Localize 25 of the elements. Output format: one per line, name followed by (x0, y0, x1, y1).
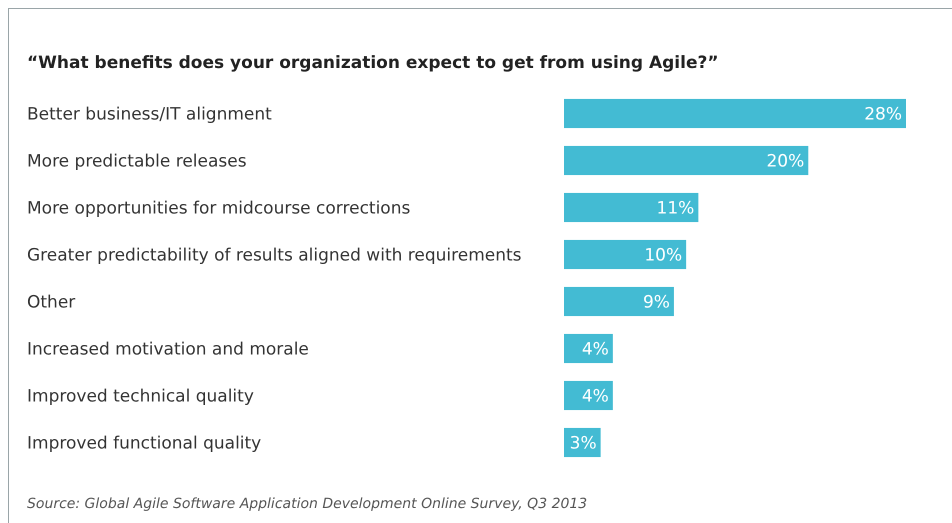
bar (564, 380, 613, 410)
y-tick-label: Improved technical quality (27, 386, 254, 406)
data-label: 3% (570, 433, 597, 454)
data-label: 9% (642, 292, 670, 312)
bar (564, 146, 808, 176)
data-label: 28% (864, 104, 902, 124)
y-tick-label: Increased motivation and morale (27, 339, 309, 360)
y-tick-label: Greater predictability of results aligned with requirements (27, 245, 522, 266)
bar (564, 240, 686, 270)
source-note: Source: Global Agile Software Application Development Online Survey, Q3 2013 (27, 496, 588, 512)
bar (564, 98, 906, 128)
bar (564, 286, 674, 316)
data-label: 20% (766, 151, 804, 172)
data-label: 11% (656, 198, 694, 218)
bar (564, 192, 698, 222)
y-tick-label: Other (27, 292, 76, 312)
data-label: 4% (582, 386, 609, 406)
y-tick-label: More predictable releases (27, 151, 247, 172)
y-tick-label: Better business/IT alignment (27, 104, 272, 124)
y-tick-label: Improved functional quality (27, 433, 262, 454)
y-tick-label: More opportunities for midcourse corrections (27, 198, 410, 218)
text: “What benefits does your organization expect to get from using Agile?” (27, 53, 719, 73)
data-label: 4% (582, 339, 609, 360)
bar (564, 334, 613, 364)
data-label: 10% (644, 245, 682, 266)
